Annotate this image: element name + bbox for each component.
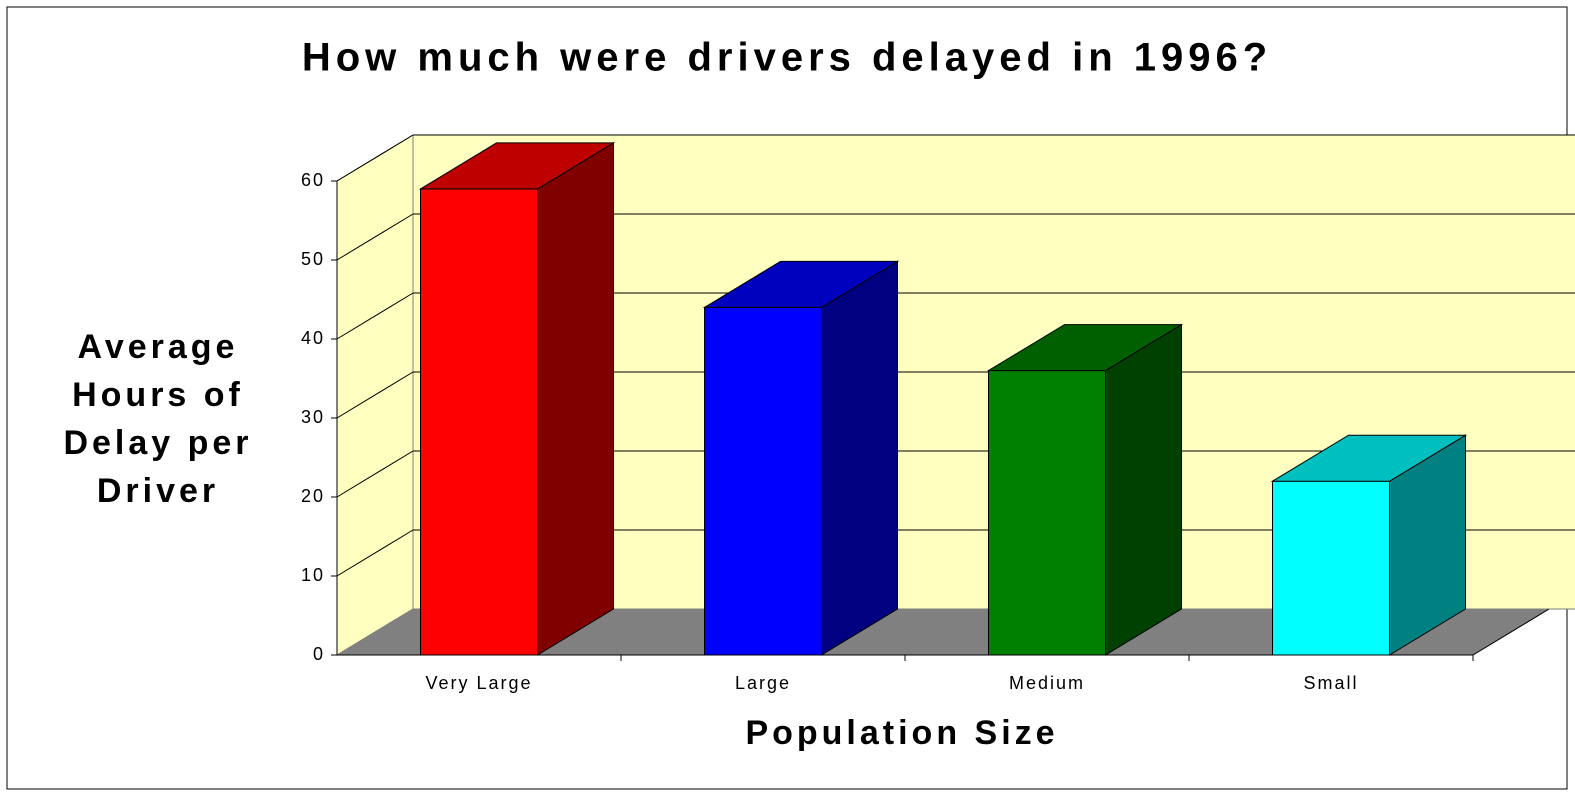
y-axis-title-line: Average [78, 328, 239, 366]
x-axis-title: Population Size [745, 714, 1058, 752]
y-tick-label: 10 [301, 565, 325, 585]
y-tick-label: 30 [301, 407, 325, 427]
grid-line [336, 213, 414, 261]
y-axis-title-line: Hours of [72, 376, 244, 414]
y-axis-title-line: Driver [97, 472, 219, 510]
bar-side [537, 142, 614, 656]
y-tick-label: 0 [313, 644, 325, 664]
bar-front [1272, 480, 1390, 656]
grid-line [336, 134, 414, 182]
grid-line [336, 529, 414, 577]
x-tick-label: Medium [1009, 673, 1085, 693]
y-tick-label: 60 [301, 170, 325, 190]
bar-side [1105, 323, 1182, 656]
bar-side [821, 260, 898, 656]
bar-top [1270, 434, 1468, 482]
y-tick-label: 20 [301, 486, 325, 506]
y-axis-title: Average Hours of Delay per Driver [63, 328, 252, 510]
y-tick-label: 40 [301, 328, 325, 348]
chart-title: How much were drivers delayed in 1996? [302, 36, 1272, 80]
y-axis-title-line: Delay per [63, 424, 252, 462]
floor-edge [1472, 608, 1550, 656]
bar-top [418, 142, 616, 190]
grid-line [336, 450, 414, 498]
x-tick-label: Very Large [425, 673, 532, 693]
bar-top [986, 324, 1184, 372]
bar-top [702, 260, 900, 308]
bar-front [420, 188, 538, 656]
x-tick-label: Large [735, 673, 791, 693]
grid-line [336, 292, 414, 340]
x-tick-label: Small [1303, 673, 1358, 693]
y-tick-label: 50 [301, 249, 325, 269]
grid-line [336, 371, 414, 419]
bar-front [704, 306, 822, 656]
bar-front [988, 370, 1106, 656]
